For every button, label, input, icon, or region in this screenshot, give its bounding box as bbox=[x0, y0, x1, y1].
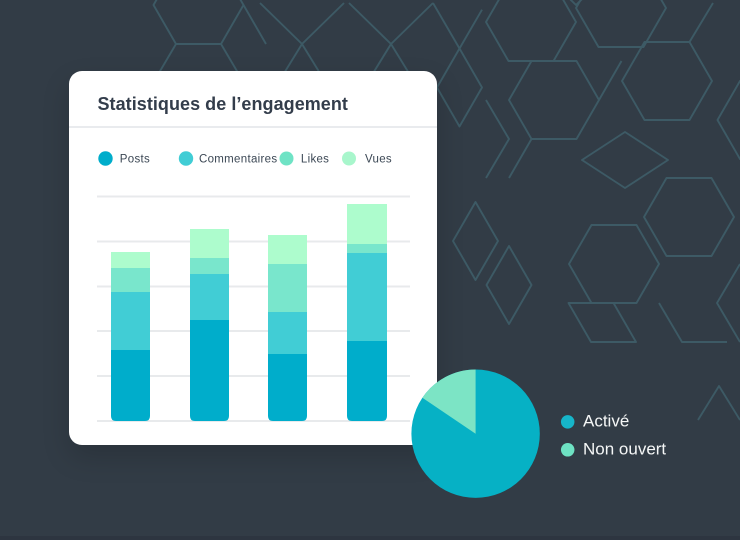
svg-text:Likes: Likes bbox=[301, 154, 329, 166]
svg-text:Non ouvert: Non ouvert bbox=[583, 440, 666, 459]
svg-text:Vues: Vues bbox=[365, 154, 392, 166]
svg-text:Posts: Posts bbox=[120, 154, 150, 166]
svg-text:Commentaires: Commentaires bbox=[199, 154, 277, 166]
svg-text:Activé: Activé bbox=[583, 412, 629, 431]
